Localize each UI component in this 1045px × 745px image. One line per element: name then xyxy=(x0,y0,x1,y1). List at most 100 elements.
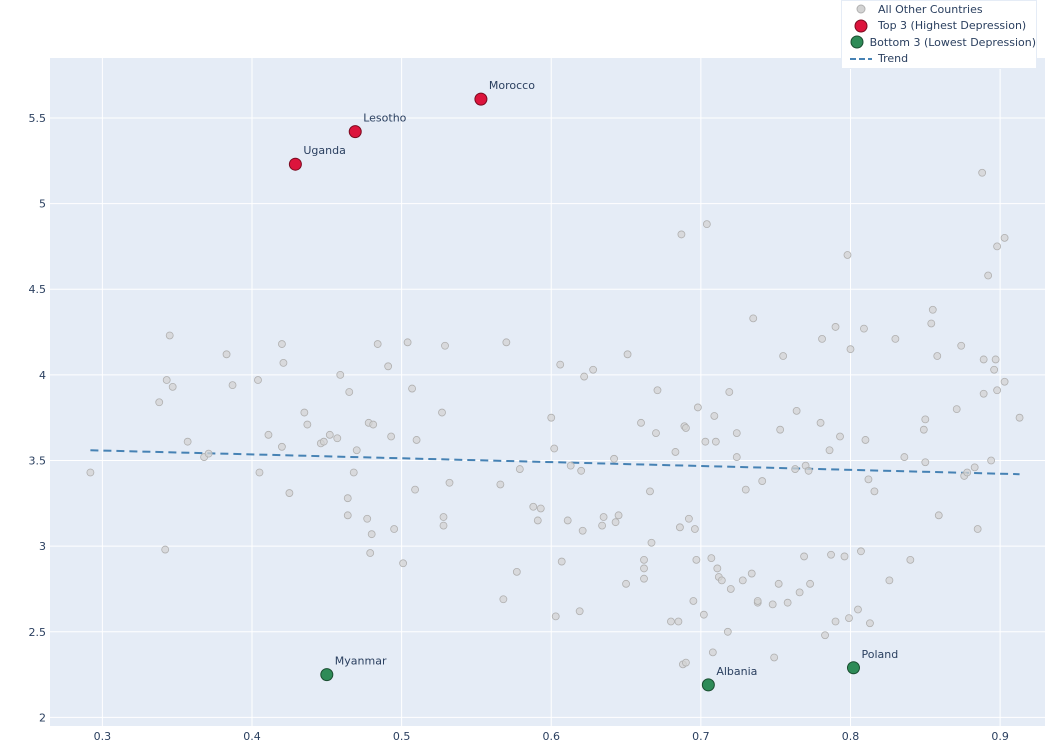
country-point[interactable] xyxy=(690,525,699,533)
country-point[interactable] xyxy=(684,514,693,523)
country-point[interactable] xyxy=(843,251,852,259)
country-point[interactable] xyxy=(165,331,174,340)
country-point[interactable] xyxy=(399,559,408,568)
country-point[interactable] xyxy=(836,432,844,441)
country-point[interactable] xyxy=(599,513,608,521)
country-point[interactable] xyxy=(710,412,719,420)
country-point[interactable] xyxy=(864,475,873,484)
country-point[interactable] xyxy=(857,547,865,556)
country-point[interactable] xyxy=(993,386,1002,395)
country-point[interactable] xyxy=(952,405,961,414)
country-point[interactable] xyxy=(547,413,556,422)
country-point[interactable] xyxy=(800,552,809,561)
country-point[interactable] xyxy=(285,489,294,497)
country-point[interactable] xyxy=(854,605,862,614)
country-point[interactable] xyxy=(979,355,988,364)
country-point[interactable] xyxy=(403,338,412,347)
country-point[interactable] xyxy=(499,595,508,604)
country-point[interactable] xyxy=(647,538,656,547)
country-point[interactable] xyxy=(343,494,352,503)
country-point[interactable] xyxy=(921,415,930,424)
country-point[interactable] xyxy=(168,382,177,391)
country-point[interactable] xyxy=(366,549,375,557)
country-point[interactable] xyxy=(589,365,598,374)
country-point[interactable] xyxy=(536,504,545,513)
country-point[interactable] xyxy=(818,335,826,343)
legend-item-others[interactable]: All Other Countries xyxy=(848,1,1036,18)
country-point[interactable] xyxy=(906,555,915,564)
country-point[interactable] xyxy=(770,653,779,662)
country-point[interactable] xyxy=(795,588,804,597)
country-point[interactable] xyxy=(816,418,825,427)
country-point[interactable] xyxy=(732,429,741,438)
country-point[interactable] xyxy=(598,521,607,530)
country-point[interactable] xyxy=(162,376,171,384)
country-point[interactable] xyxy=(885,576,894,585)
country-point[interactable] xyxy=(1000,233,1009,242)
legend-item-bottom3[interactable]: Bottom 3 (Lowest Depression) xyxy=(848,34,1036,51)
country-point[interactable] xyxy=(726,585,735,593)
country-point[interactable] xyxy=(349,468,358,477)
bottom3-point[interactable] xyxy=(846,661,860,675)
country-point[interactable] xyxy=(791,465,800,473)
country-point[interactable] xyxy=(445,478,454,487)
country-point[interactable] xyxy=(653,386,662,395)
country-point[interactable] xyxy=(515,465,524,473)
country-point[interactable] xyxy=(831,323,840,331)
country-point[interactable] xyxy=(753,597,762,605)
country-point[interactable] xyxy=(512,567,521,576)
country-point[interactable] xyxy=(352,446,361,455)
country-point[interactable] xyxy=(692,555,701,564)
country-point[interactable] xyxy=(533,516,542,525)
country-point[interactable] xyxy=(577,466,586,475)
country-point[interactable] xyxy=(831,617,840,626)
country-point[interactable] xyxy=(611,518,620,527)
country-point[interactable] xyxy=(264,430,273,439)
country-point[interactable] xyxy=(707,554,716,563)
country-point[interactable] xyxy=(86,468,95,477)
country-point[interactable] xyxy=(204,449,213,458)
country-point[interactable] xyxy=(928,305,937,314)
country-point[interactable] xyxy=(614,511,623,520)
country-point[interactable] xyxy=(970,463,979,472)
country-point[interactable] xyxy=(783,598,792,607)
country-point[interactable] xyxy=(623,350,632,359)
bottom3-point[interactable] xyxy=(701,678,715,692)
country-point[interactable] xyxy=(502,338,511,347)
country-point[interactable] xyxy=(860,324,868,333)
country-point[interactable] xyxy=(300,408,309,417)
country-point[interactable] xyxy=(725,388,734,396)
country-point[interactable] xyxy=(676,523,684,532)
country-point[interactable] xyxy=(845,614,853,622)
top3-point[interactable] xyxy=(474,92,488,106)
country-point[interactable] xyxy=(667,617,675,626)
country-point[interactable] xyxy=(325,430,334,439)
country-point[interactable] xyxy=(866,619,874,628)
country-point[interactable] xyxy=(779,352,788,360)
country-point[interactable] xyxy=(674,617,683,626)
country-point[interactable] xyxy=(682,658,690,667)
country-point[interactable] xyxy=(702,220,711,229)
country-point[interactable] xyxy=(979,389,988,398)
country-point[interactable] xyxy=(640,574,648,583)
country-point[interactable] xyxy=(575,607,584,616)
country-point[interactable] xyxy=(677,230,686,239)
country-point[interactable] xyxy=(333,434,342,443)
country-point[interactable] xyxy=(984,271,993,280)
country-point[interactable] xyxy=(640,564,648,573)
bottom3-point[interactable] xyxy=(320,668,334,682)
country-point[interactable] xyxy=(747,569,756,578)
country-point[interactable] xyxy=(861,436,870,444)
country-point[interactable] xyxy=(439,513,448,521)
country-point[interactable] xyxy=(652,429,660,438)
country-point[interactable] xyxy=(279,358,288,367)
country-point[interactable] xyxy=(671,448,680,456)
country-point[interactable] xyxy=(369,420,378,429)
country-point[interactable] xyxy=(345,388,354,396)
country-point[interactable] xyxy=(566,461,575,470)
country-point[interactable] xyxy=(921,458,930,467)
legend-item-trend[interactable]: Trend xyxy=(848,51,1036,68)
country-point[interactable] xyxy=(303,420,312,429)
country-point[interactable] xyxy=(825,446,834,455)
country-point[interactable] xyxy=(640,555,648,564)
